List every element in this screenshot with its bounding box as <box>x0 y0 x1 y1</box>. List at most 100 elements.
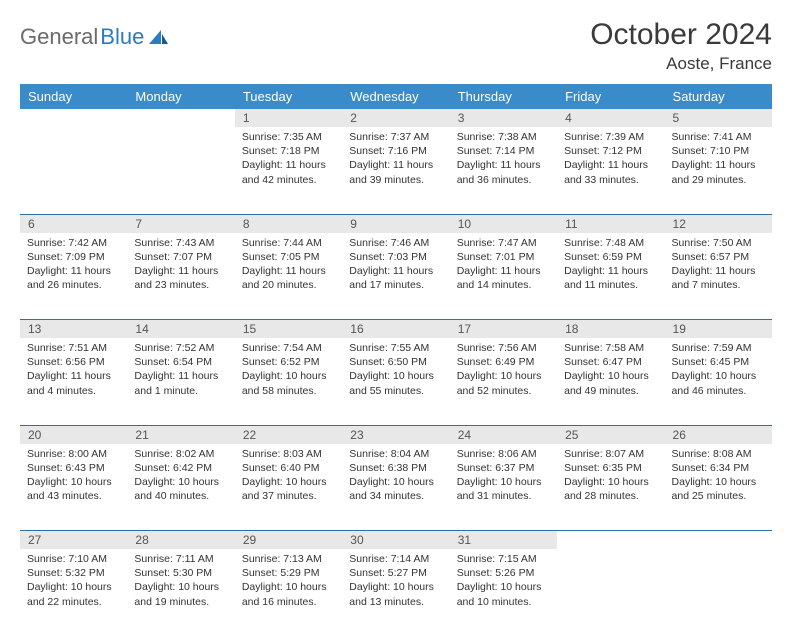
day-number-row: 2728293031 <box>20 531 772 550</box>
sunrise-text: Sunrise: 7:11 AM <box>134 552 227 566</box>
calendar-cell-empty <box>665 549 772 636</box>
daylight-text: Daylight: 10 hours and 25 minutes. <box>672 475 765 503</box>
weekday-header: Friday <box>557 84 664 109</box>
sunrise-text: Sunrise: 7:38 AM <box>457 130 550 144</box>
sunset-text: Sunset: 5:30 PM <box>134 566 227 580</box>
sunrise-text: Sunrise: 7:10 AM <box>27 552 120 566</box>
day-details: Sunrise: 7:59 AMSunset: 6:45 PMDaylight:… <box>665 338 772 403</box>
day-number: 29 <box>235 531 342 550</box>
calendar-cell: Sunrise: 8:04 AMSunset: 6:38 PMDaylight:… <box>342 444 449 531</box>
sunset-text: Sunset: 7:14 PM <box>457 144 550 158</box>
day-number: 13 <box>20 320 127 339</box>
daylight-text: Daylight: 10 hours and 13 minutes. <box>349 580 442 608</box>
calendar-cell: Sunrise: 7:44 AMSunset: 7:05 PMDaylight:… <box>235 233 342 320</box>
sunset-text: Sunset: 6:37 PM <box>457 461 550 475</box>
calendar-cell: Sunrise: 7:58 AMSunset: 6:47 PMDaylight:… <box>557 338 664 425</box>
calendar-cell: Sunrise: 7:50 AMSunset: 6:57 PMDaylight:… <box>665 233 772 320</box>
sunset-text: Sunset: 7:01 PM <box>457 250 550 264</box>
calendar-cell: Sunrise: 7:56 AMSunset: 6:49 PMDaylight:… <box>450 338 557 425</box>
sunrise-text: Sunrise: 7:56 AM <box>457 341 550 355</box>
sunrise-text: Sunrise: 8:08 AM <box>672 447 765 461</box>
day-number: 31 <box>450 531 557 550</box>
daylight-text: Daylight: 10 hours and 40 minutes. <box>134 475 227 503</box>
day-details: Sunrise: 8:07 AMSunset: 6:35 PMDaylight:… <box>557 444 664 509</box>
day-details: Sunrise: 7:37 AMSunset: 7:16 PMDaylight:… <box>342 127 449 192</box>
daylight-text: Daylight: 11 hours and 23 minutes. <box>134 264 227 292</box>
sunrise-text: Sunrise: 7:51 AM <box>27 341 120 355</box>
day-details: Sunrise: 8:04 AMSunset: 6:38 PMDaylight:… <box>342 444 449 509</box>
calendar-cell: Sunrise: 7:54 AMSunset: 6:52 PMDaylight:… <box>235 338 342 425</box>
weekday-header: Monday <box>127 84 234 109</box>
calendar-cell: Sunrise: 7:11 AMSunset: 5:30 PMDaylight:… <box>127 549 234 636</box>
day-number-empty <box>665 531 772 550</box>
day-number: 8 <box>235 214 342 233</box>
month-title: October 2024 <box>590 18 772 52</box>
sunrise-text: Sunrise: 7:44 AM <box>242 236 335 250</box>
calendar-cell: Sunrise: 7:51 AMSunset: 6:56 PMDaylight:… <box>20 338 127 425</box>
sunset-text: Sunset: 6:50 PM <box>349 355 442 369</box>
calendar-week-row: Sunrise: 7:51 AMSunset: 6:56 PMDaylight:… <box>20 338 772 425</box>
sunrise-text: Sunrise: 7:46 AM <box>349 236 442 250</box>
day-number: 15 <box>235 320 342 339</box>
sunrise-text: Sunrise: 7:59 AM <box>672 341 765 355</box>
day-number: 9 <box>342 214 449 233</box>
day-number: 27 <box>20 531 127 550</box>
sunrise-text: Sunrise: 7:37 AM <box>349 130 442 144</box>
sunrise-text: Sunrise: 8:06 AM <box>457 447 550 461</box>
sunrise-text: Sunrise: 8:07 AM <box>564 447 657 461</box>
day-details: Sunrise: 7:11 AMSunset: 5:30 PMDaylight:… <box>127 549 234 614</box>
daylight-text: Daylight: 10 hours and 55 minutes. <box>349 369 442 397</box>
calendar-week-row: Sunrise: 7:10 AMSunset: 5:32 PMDaylight:… <box>20 549 772 636</box>
daylight-text: Daylight: 10 hours and 28 minutes. <box>564 475 657 503</box>
daylight-text: Daylight: 11 hours and 14 minutes. <box>457 264 550 292</box>
day-details: Sunrise: 7:50 AMSunset: 6:57 PMDaylight:… <box>665 233 772 298</box>
day-number: 1 <box>235 109 342 127</box>
sunrise-text: Sunrise: 7:15 AM <box>457 552 550 566</box>
daylight-text: Daylight: 10 hours and 31 minutes. <box>457 475 550 503</box>
sunset-text: Sunset: 6:35 PM <box>564 461 657 475</box>
calendar-cell: Sunrise: 8:03 AMSunset: 6:40 PMDaylight:… <box>235 444 342 531</box>
day-number-empty <box>557 531 664 550</box>
sunrise-text: Sunrise: 8:00 AM <box>27 447 120 461</box>
calendar-cell: Sunrise: 7:52 AMSunset: 6:54 PMDaylight:… <box>127 338 234 425</box>
day-details: Sunrise: 8:08 AMSunset: 6:34 PMDaylight:… <box>665 444 772 509</box>
day-number: 3 <box>450 109 557 127</box>
calendar-cell: Sunrise: 7:14 AMSunset: 5:27 PMDaylight:… <box>342 549 449 636</box>
day-number-row: 6789101112 <box>20 214 772 233</box>
calendar-cell: Sunrise: 8:08 AMSunset: 6:34 PMDaylight:… <box>665 444 772 531</box>
sunset-text: Sunset: 6:34 PM <box>672 461 765 475</box>
day-details: Sunrise: 7:44 AMSunset: 7:05 PMDaylight:… <box>235 233 342 298</box>
day-details: Sunrise: 7:46 AMSunset: 7:03 PMDaylight:… <box>342 233 449 298</box>
weekday-header-row: SundayMondayTuesdayWednesdayThursdayFrid… <box>20 84 772 109</box>
day-number: 18 <box>557 320 664 339</box>
day-number-empty <box>127 109 234 127</box>
sunset-text: Sunset: 7:09 PM <box>27 250 120 264</box>
calendar-cell: Sunrise: 7:37 AMSunset: 7:16 PMDaylight:… <box>342 127 449 214</box>
sunset-text: Sunset: 7:18 PM <box>242 144 335 158</box>
daylight-text: Daylight: 10 hours and 22 minutes. <box>27 580 120 608</box>
sunrise-text: Sunrise: 7:14 AM <box>349 552 442 566</box>
sunrise-text: Sunrise: 7:48 AM <box>564 236 657 250</box>
daylight-text: Daylight: 11 hours and 29 minutes. <box>672 158 765 186</box>
calendar-cell: Sunrise: 7:46 AMSunset: 7:03 PMDaylight:… <box>342 233 449 320</box>
calendar-week-row: Sunrise: 7:42 AMSunset: 7:09 PMDaylight:… <box>20 233 772 320</box>
day-details: Sunrise: 7:14 AMSunset: 5:27 PMDaylight:… <box>342 549 449 614</box>
day-details: Sunrise: 7:52 AMSunset: 6:54 PMDaylight:… <box>127 338 234 403</box>
sunrise-text: Sunrise: 7:47 AM <box>457 236 550 250</box>
weekday-header: Sunday <box>20 84 127 109</box>
sunset-text: Sunset: 7:03 PM <box>349 250 442 264</box>
day-number: 19 <box>665 320 772 339</box>
daylight-text: Daylight: 10 hours and 49 minutes. <box>564 369 657 397</box>
day-details: Sunrise: 7:41 AMSunset: 7:10 PMDaylight:… <box>665 127 772 192</box>
day-number: 11 <box>557 214 664 233</box>
day-number: 25 <box>557 425 664 444</box>
daylight-text: Daylight: 10 hours and 52 minutes. <box>457 369 550 397</box>
sunset-text: Sunset: 6:43 PM <box>27 461 120 475</box>
sunset-text: Sunset: 5:32 PM <box>27 566 120 580</box>
day-details: Sunrise: 7:42 AMSunset: 7:09 PMDaylight:… <box>20 233 127 298</box>
calendar-cell: Sunrise: 7:38 AMSunset: 7:14 PMDaylight:… <box>450 127 557 214</box>
day-number: 30 <box>342 531 449 550</box>
calendar-cell: Sunrise: 7:35 AMSunset: 7:18 PMDaylight:… <box>235 127 342 214</box>
day-number: 22 <box>235 425 342 444</box>
daylight-text: Daylight: 10 hours and 10 minutes. <box>457 580 550 608</box>
